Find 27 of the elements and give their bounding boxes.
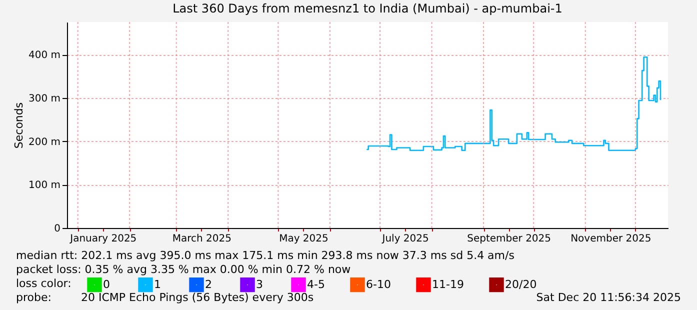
legend-label: 1 <box>154 278 161 291</box>
x-tick-label: January 2025 <box>69 234 137 244</box>
y-tick-label: 0 <box>54 224 60 234</box>
chart-title: Last 360 Days from memesnz1 to India (Mumbai) - ap-mumbai-1 <box>172 2 562 16</box>
legend-title: loss color: <box>16 277 72 290</box>
x-tick-label: May 2025 <box>279 234 328 244</box>
legend-label: 6-10 <box>366 278 391 291</box>
legend-label: 11-19 <box>432 278 464 291</box>
text: probe: <box>16 291 52 304</box>
legend-label: 0 <box>103 278 110 291</box>
legend-label: 20/20 <box>505 278 537 291</box>
y-tick-label: 400 m <box>28 50 60 62</box>
text: 20 ICMP Echo Pings (56 Bytes) every 300s <box>81 291 314 304</box>
x-tick-label: September 2025 <box>467 234 552 244</box>
legend-label: 3 <box>256 278 263 291</box>
legend-label: 4-5 <box>307 278 325 291</box>
y-tick-label: 300 m <box>28 93 60 104</box>
text: median rtt: 202.1 ms avg 395.0 ms max 175.1 ms min 293.8 ms now 37.3 ms sd 5.4 am/s <box>16 249 515 262</box>
text: Sat Dec 20 11:56:34 2025 <box>536 291 681 304</box>
x-tick-label: March 2025 <box>172 234 232 244</box>
x-tick-label: November 2025 <box>570 234 652 244</box>
y-axis-title: Seconds <box>12 102 26 149</box>
legend-label: 2 <box>205 278 212 291</box>
y-tick-label: 200 m <box>28 136 60 148</box>
x-tick-label: July 2025 <box>381 234 429 244</box>
text: packet loss: 0.35 % avg 3.35 % max 0.00 % min 0.72 % now <box>16 263 351 276</box>
y-tick-label: 100 m <box>28 180 60 192</box>
